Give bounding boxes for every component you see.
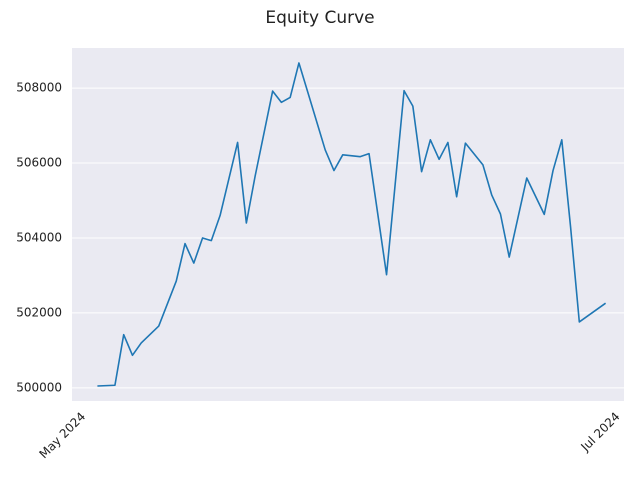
plot-area	[72, 48, 624, 401]
y-tick-label: 502000	[16, 305, 62, 319]
x-tick-label: May 2024	[36, 409, 88, 461]
y-tick-label: 500000	[16, 380, 62, 394]
y-tick-label: 508000	[16, 81, 62, 95]
x-tick-label: Jul 2024	[578, 409, 623, 454]
y-tick-label: 504000	[16, 230, 62, 244]
chart-title: Equity Curve	[265, 8, 374, 28]
line	[97, 62, 607, 387]
y-tick-label: 506000	[16, 156, 62, 170]
